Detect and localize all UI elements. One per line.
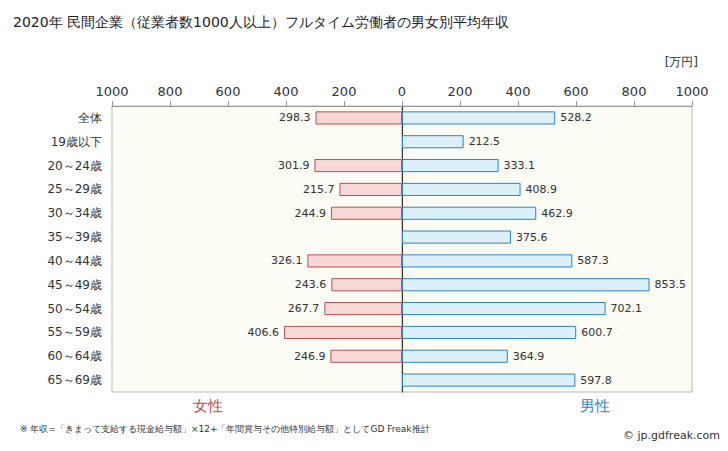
svg-text:© jp.gdfreak.com: © jp.gdfreak.com	[623, 429, 720, 442]
svg-text:375.6: 375.6	[516, 231, 548, 244]
svg-text:215.7: 215.7	[303, 183, 335, 196]
svg-text:[万円]: [万円]	[665, 55, 698, 69]
svg-text:200: 200	[448, 84, 473, 99]
svg-text:全体: 全体	[78, 111, 102, 125]
svg-text:853.5: 853.5	[655, 278, 687, 291]
svg-text:600: 600	[564, 84, 589, 99]
svg-text:800: 800	[622, 84, 647, 99]
svg-text:246.9: 246.9	[294, 350, 326, 363]
svg-text:200: 200	[332, 84, 357, 99]
svg-text:462.9: 462.9	[541, 207, 573, 220]
svg-text:2020年 民間企業（従業者数1000人以上）フルタイム労働: 2020年 民間企業（従業者数1000人以上）フルタイム労働者の男女別平均年収	[13, 14, 509, 30]
svg-text:0: 0	[398, 84, 406, 99]
svg-text:25～29歳: 25～29歳	[47, 182, 102, 196]
svg-text:19歳以下: 19歳以下	[51, 135, 102, 149]
svg-text:400: 400	[506, 84, 531, 99]
svg-text:1000: 1000	[675, 84, 708, 99]
svg-text:55～59歳: 55～59歳	[47, 325, 102, 339]
svg-text:800: 800	[158, 84, 183, 99]
svg-text:1000: 1000	[95, 84, 128, 99]
svg-text:50～54歳: 50～54歳	[47, 302, 102, 316]
svg-text:600: 600	[216, 84, 241, 99]
svg-text:298.3: 298.3	[279, 111, 311, 124]
svg-text:600.7: 600.7	[581, 326, 613, 339]
svg-text:35～39歳: 35～39歳	[47, 230, 102, 244]
svg-text:408.9: 408.9	[526, 183, 558, 196]
svg-text:30～34歳: 30～34歳	[47, 206, 102, 220]
svg-text:400: 400	[274, 84, 299, 99]
svg-text:女性: 女性	[193, 397, 223, 415]
svg-text:65～69歳: 65～69歳	[47, 373, 102, 387]
svg-text:40～44歳: 40～44歳	[47, 254, 102, 268]
svg-text:528.2: 528.2	[560, 111, 592, 124]
svg-text:406.6: 406.6	[248, 326, 280, 339]
svg-text:45～49歳: 45～49歳	[47, 278, 102, 292]
svg-text:※ 年収=「きまって支給する現金給与額」×12+「年間賞与そ: ※ 年収=「きまって支給する現金給与額」×12+「年間賞与その他特別給与額」とし…	[20, 424, 430, 434]
svg-text:男性: 男性	[580, 397, 610, 415]
svg-text:212.5: 212.5	[469, 135, 501, 148]
svg-text:597.8: 597.8	[580, 374, 612, 387]
svg-text:244.9: 244.9	[294, 207, 326, 220]
svg-text:60～64歳: 60～64歳	[47, 349, 102, 363]
svg-text:702.1: 702.1	[611, 302, 643, 315]
svg-text:301.9: 301.9	[278, 159, 310, 172]
svg-text:587.3: 587.3	[577, 254, 609, 267]
svg-text:364.9: 364.9	[513, 350, 545, 363]
svg-text:20～24歳: 20～24歳	[47, 159, 102, 173]
svg-text:326.1: 326.1	[271, 254, 303, 267]
svg-text:267.7: 267.7	[288, 302, 320, 315]
svg-text:243.6: 243.6	[295, 278, 327, 291]
svg-text:333.1: 333.1	[504, 159, 536, 172]
